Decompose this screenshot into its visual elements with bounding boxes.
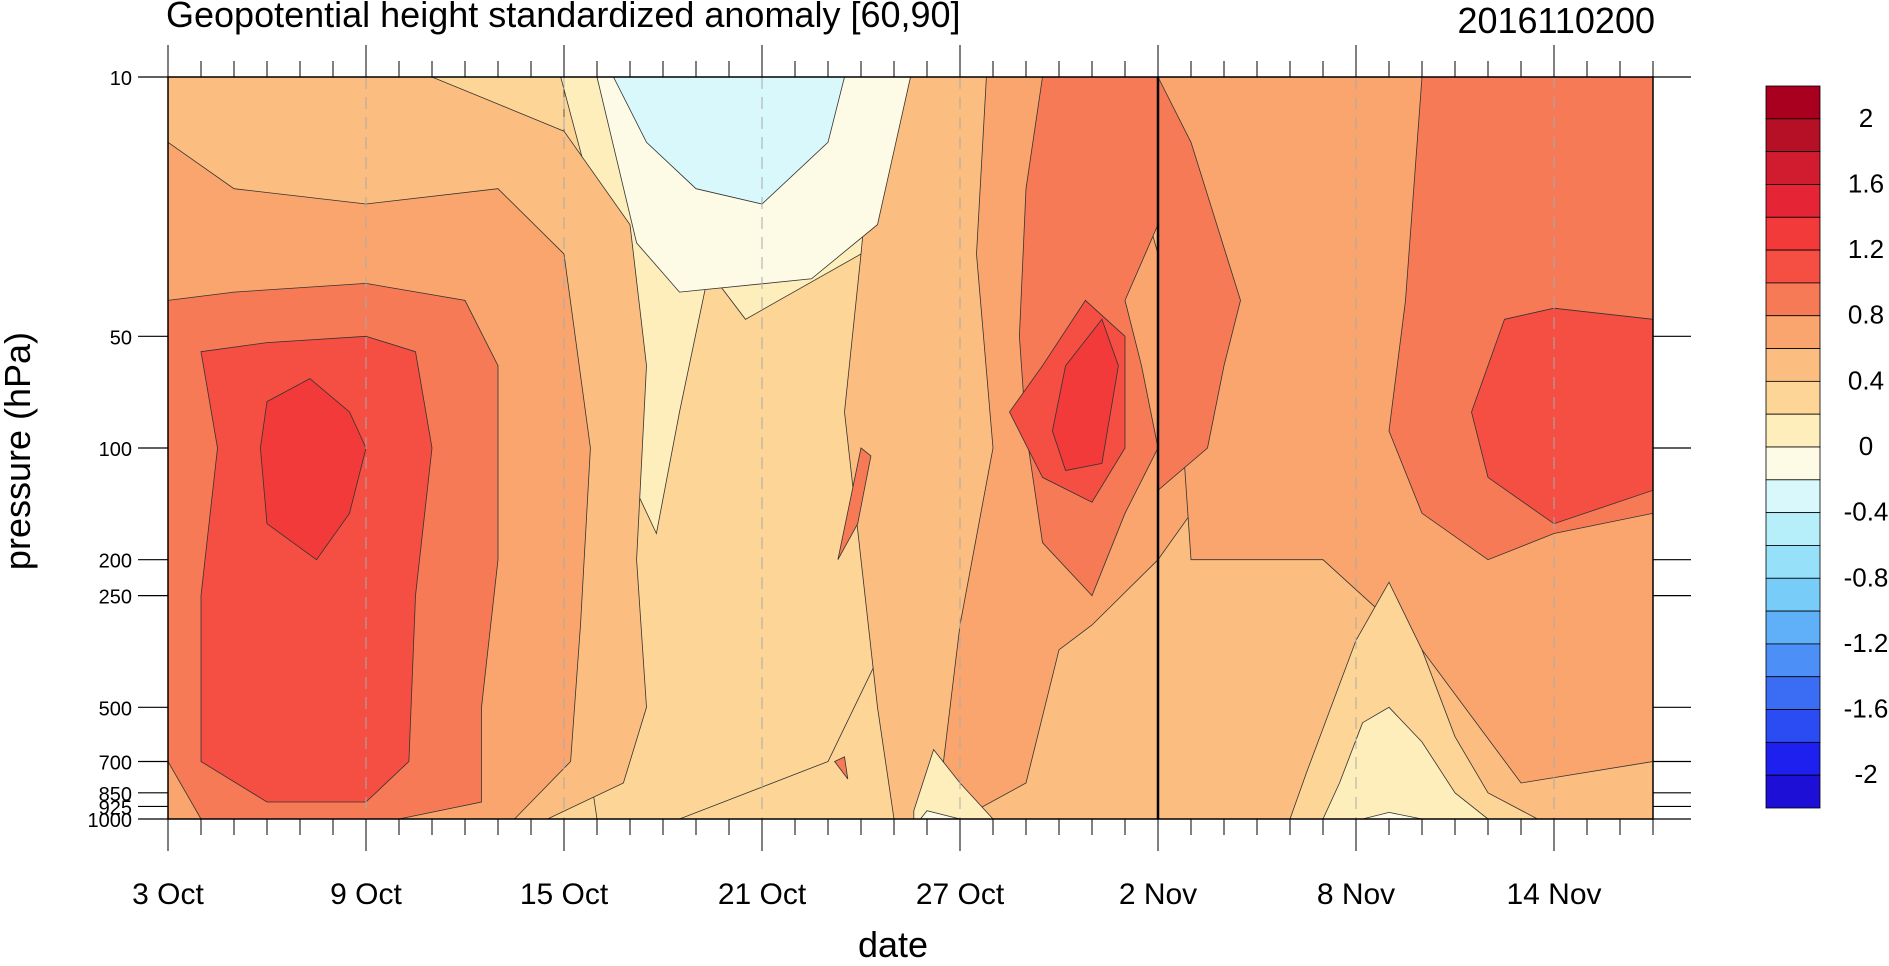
colorbar-label: -2 (1854, 759, 1877, 789)
y-tick-label: 50 (110, 327, 132, 349)
timestamp-label: 2016110200 (1457, 0, 1655, 41)
y-tick-label: 250 (99, 587, 132, 609)
contour-fills (167, 76, 1654, 820)
y-axis-label: pressure (hPa) (0, 331, 38, 571)
colorbar-box (1765, 216, 1821, 251)
colorbar-label: 0.8 (1848, 300, 1884, 330)
x-tick-label: 15 Oct (520, 878, 609, 911)
y-tick-label: 100 (99, 439, 132, 461)
x-tick-label: 27 Oct (916, 878, 1005, 911)
contour-region (1051, 318, 1119, 471)
colorbar-label: -0.8 (1844, 562, 1889, 592)
colorbar-box (1765, 709, 1821, 743)
colorbar-box (1765, 315, 1821, 349)
colorbar-label: 1.2 (1848, 234, 1884, 264)
colorbar-label: -1.6 (1844, 694, 1889, 724)
colorbar-label: -0.4 (1844, 497, 1889, 527)
x-tick-label: 9 Oct (330, 878, 402, 911)
x-tick-label: 21 Oct (718, 878, 807, 911)
colorbar-label: 2 (1859, 103, 1873, 133)
colorbar-box (1765, 380, 1821, 415)
x-tick-label: 8 Nov (1317, 878, 1395, 911)
colorbar-box (1765, 512, 1821, 546)
contour-region (259, 378, 367, 561)
colorbar-box (1765, 151, 1821, 185)
colorbar-label: 0 (1859, 431, 1873, 461)
colorbar-box (1765, 741, 1821, 776)
colorbar-box (1765, 545, 1821, 579)
colorbar: 2 1.6 1.2 0.8 0.4 0 -0.4 -0.8 -1.2 -1.6 -2 (1765, 85, 1889, 809)
contour-region (913, 748, 994, 820)
colorbar-label: -1.2 (1844, 628, 1889, 658)
colorbar-box (1765, 610, 1821, 645)
colorbar-box (1765, 479, 1821, 514)
y-tick-label: 10 (110, 68, 132, 90)
contour-region (200, 335, 433, 803)
colorbar-box (1765, 643, 1821, 678)
colorbar-box (1765, 577, 1821, 612)
colorbar-box (1765, 413, 1821, 448)
x-tick-label: 2 Nov (1119, 878, 1197, 911)
colorbar-label: 0.4 (1848, 365, 1884, 395)
colorbar-box (1765, 282, 1821, 317)
colorbar-label: 1.6 (1848, 168, 1884, 198)
y-tick-label: 500 (99, 698, 132, 720)
x-tick-label: 14 Nov (1506, 878, 1601, 911)
chart-title: Geopotential height standardized anomaly… (166, 0, 961, 35)
colorbar-box (1765, 184, 1821, 218)
x-tick-label: 3 Oct (132, 878, 204, 911)
colorbar-box (1765, 249, 1821, 284)
x-axis-label: date (857, 924, 929, 965)
colorbar-box (1765, 85, 1821, 120)
y-tick-label: 700 (99, 753, 132, 775)
colorbar-box (1765, 774, 1821, 809)
colorbar-box (1765, 676, 1821, 710)
colorbar-box (1765, 348, 1821, 382)
colorbar-box (1765, 118, 1821, 153)
contour-region (837, 447, 872, 560)
contour-region (1471, 307, 1654, 525)
y-tick-label: 200 (99, 551, 132, 573)
contour-region (833, 756, 849, 780)
y-tick-label: 850 (99, 784, 132, 806)
contour-region (1322, 706, 1490, 820)
colorbar-box (1765, 446, 1821, 481)
y-tick-label: 1000 (88, 810, 133, 832)
y-tick-label: 925 (99, 797, 132, 819)
